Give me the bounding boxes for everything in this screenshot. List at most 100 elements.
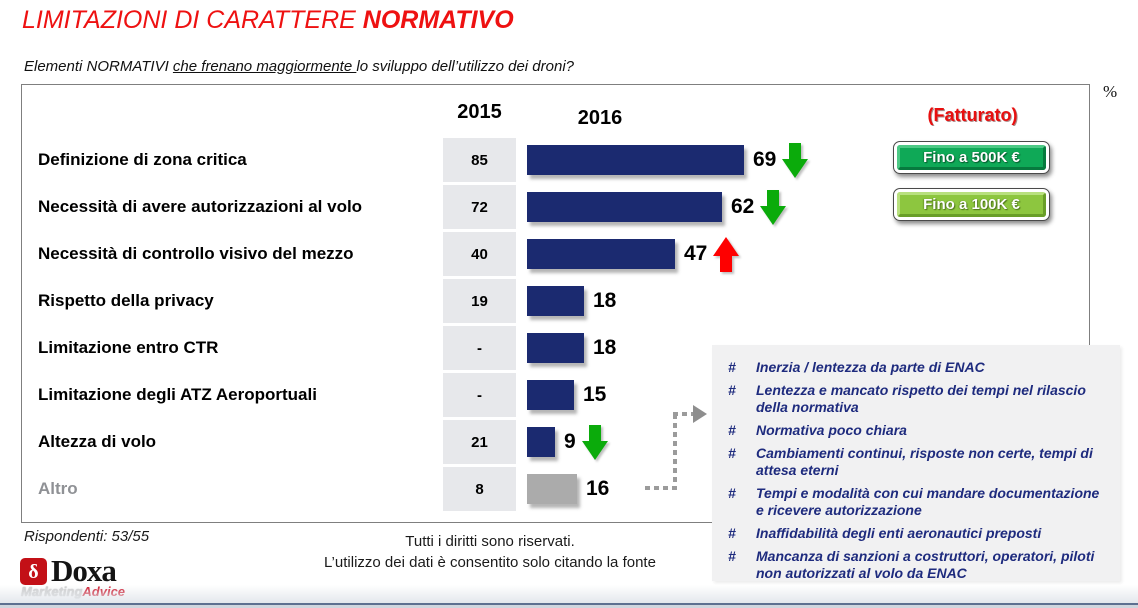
value-2016-group: 47 — [684, 232, 740, 276]
rights-notice: Tutti i diritti sono riservati. L’utiliz… — [240, 531, 740, 573]
note-text: Normativa poco chiara — [756, 422, 907, 438]
doxa-wordmark: Doxa — [51, 553, 117, 588]
category-label: Altro — [38, 479, 78, 498]
value-2016-label: 18 — [593, 289, 617, 312]
note-marker: # — [728, 548, 736, 564]
value-2015-label: 40 — [471, 245, 488, 263]
value-2015-label: 21 — [471, 433, 488, 451]
note-item: # Inaffidabilità degli enti aeronautici … — [728, 525, 1106, 542]
trend-down-arrow-icon — [581, 424, 608, 460]
bar-2016 — [527, 145, 744, 175]
value-2015-cell: - — [443, 373, 516, 417]
note-item: # Cambiamenti continui, risposte non cer… — [728, 445, 1106, 479]
category-label: Limitazione entro CTR — [38, 338, 219, 357]
value-2016-group: 15 — [583, 373, 606, 417]
value-2015-cell: - — [443, 326, 516, 370]
note-text: Inaffidabilità degli enti aeronautici pr… — [756, 525, 1042, 541]
category-label: Altezza di volo — [38, 432, 157, 451]
bar-2016 — [527, 286, 584, 316]
note-text: Cambiamenti continui, risposte non certe… — [756, 445, 1093, 478]
note-marker: # — [728, 382, 736, 398]
column-header-2015: 2015 — [457, 101, 502, 123]
value-2016-label: 15 — [583, 383, 607, 406]
unit-label: % — [1103, 82, 1118, 101]
fino-a-100k-button[interactable]: Fino a 100K € — [893, 188, 1050, 221]
note-marker: # — [728, 422, 736, 438]
value-2015-label: 72 — [471, 198, 488, 216]
note-marker: # — [728, 359, 736, 375]
underlined-phrase: che frenano maggiormente — [172, 58, 357, 75]
value-2015-cell: 8 — [443, 467, 516, 511]
dotted-connector-segment — [645, 486, 677, 490]
value-2015-cell: 40 — [443, 232, 516, 276]
note-item: # Tempi e modalità con cui mandare docum… — [728, 485, 1106, 519]
bar-2016 — [527, 192, 722, 222]
bar-2016 — [527, 333, 584, 363]
value-2016-group: 16 — [586, 467, 609, 511]
note-item: # Inerzia / lentezza da parte di ENAC — [728, 359, 1106, 376]
value-2016-label: 16 — [586, 477, 610, 500]
bar-2016 — [527, 380, 574, 410]
respondents-label: Rispondenti: 53/55 — [24, 528, 150, 545]
note-text: Mancanza di sanzioni a costruttori, oper… — [756, 548, 1095, 581]
category-label: Necessità di avere autorizzazioni al vol… — [38, 197, 363, 216]
note-item: # Mancanza di sanzioni a costruttori, op… — [728, 548, 1106, 582]
value-2016-label: 9 — [564, 430, 576, 453]
category-label: Limitazione degli ATZ Aeroportuali — [38, 385, 317, 404]
value-2016-group: 18 — [593, 279, 616, 323]
notes-box: # Inerzia / lentezza da parte di ENAC # … — [712, 345, 1120, 581]
value-2016-label: 69 — [753, 148, 777, 171]
note-marker: # — [728, 485, 736, 501]
page-title: LIMITAZIONI DI CARATTERE NORMATIVO — [22, 6, 514, 35]
column-header-2016: 2016 — [577, 107, 623, 129]
fino-a-100k-button-label: Fino a 100K € — [897, 192, 1046, 217]
rights-line-2: L’utilizzo dei dati è consentito solo ci… — [324, 554, 656, 571]
category-label: Rispetto della privacy — [38, 291, 214, 310]
value-2016-group: 18 — [593, 326, 616, 370]
title-bold: NORMATIVO — [362, 6, 514, 34]
bar-2016 — [527, 427, 555, 457]
value-2016-label: 47 — [684, 242, 708, 265]
doxa-logo-icon: δ — [20, 558, 47, 585]
bar-2016 — [527, 474, 577, 504]
note-marker: # — [728, 445, 736, 461]
value-2015-label: - — [477, 339, 482, 357]
value-2015-cell: 72 — [443, 185, 516, 229]
value-2016-group: 9 — [564, 420, 608, 464]
rights-line-1: Tutti i diritti sono riservati. — [405, 533, 575, 550]
dotted-connector-segment — [673, 412, 695, 416]
value-2015-cell: 19 — [443, 279, 516, 323]
survey-question: Elementi NORMATIVI che frenano maggiorme… — [24, 58, 574, 75]
dotted-connector-arrow-icon — [693, 405, 707, 423]
fino-a-500k-button-label: Fino a 500K € — [897, 145, 1046, 170]
fatturato-label: (Fatturato) — [927, 105, 1018, 125]
value-2016-group: 69 — [753, 138, 809, 182]
note-text: Lentezza e mancato rispetto dei tempi ne… — [756, 382, 1086, 415]
value-2015-label: - — [477, 386, 482, 404]
value-2015-cell: 21 — [443, 420, 516, 464]
trend-down-arrow-icon — [782, 142, 809, 178]
value-2016-group: 62 — [731, 185, 787, 229]
bar-2016 — [527, 239, 675, 269]
note-text: Tempi e modalità con cui mandare documen… — [756, 485, 1100, 518]
window-bottom-gradient — [0, 585, 1138, 603]
value-2015-label: 85 — [471, 151, 488, 169]
category-label: Definizione di zona critica — [38, 150, 247, 169]
note-item: # Normativa poco chiara — [728, 422, 1106, 439]
title-regular: LIMITAZIONI DI CARATTERE — [22, 6, 363, 34]
category-label: Necessità di controllo visivo del mezzo — [38, 244, 354, 263]
window-bottom-edge — [0, 603, 1138, 605]
dotted-connector-segment — [673, 414, 677, 488]
value-2015-cell: 85 — [443, 138, 516, 182]
note-marker: # — [728, 525, 736, 541]
value-2015-label: 8 — [475, 480, 484, 498]
note-item: # Lentezza e mancato rispetto dei tempi … — [728, 382, 1106, 416]
fino-a-500k-button[interactable]: Fino a 500K € — [893, 141, 1050, 174]
trend-down-arrow-icon — [760, 189, 787, 225]
value-2016-label: 18 — [593, 336, 617, 359]
window-bottom-strip — [0, 605, 1138, 608]
value-2016-label: 62 — [731, 195, 755, 218]
note-text: Inerzia / lentezza da parte di ENAC — [756, 359, 985, 375]
value-2015-label: 19 — [471, 292, 488, 310]
